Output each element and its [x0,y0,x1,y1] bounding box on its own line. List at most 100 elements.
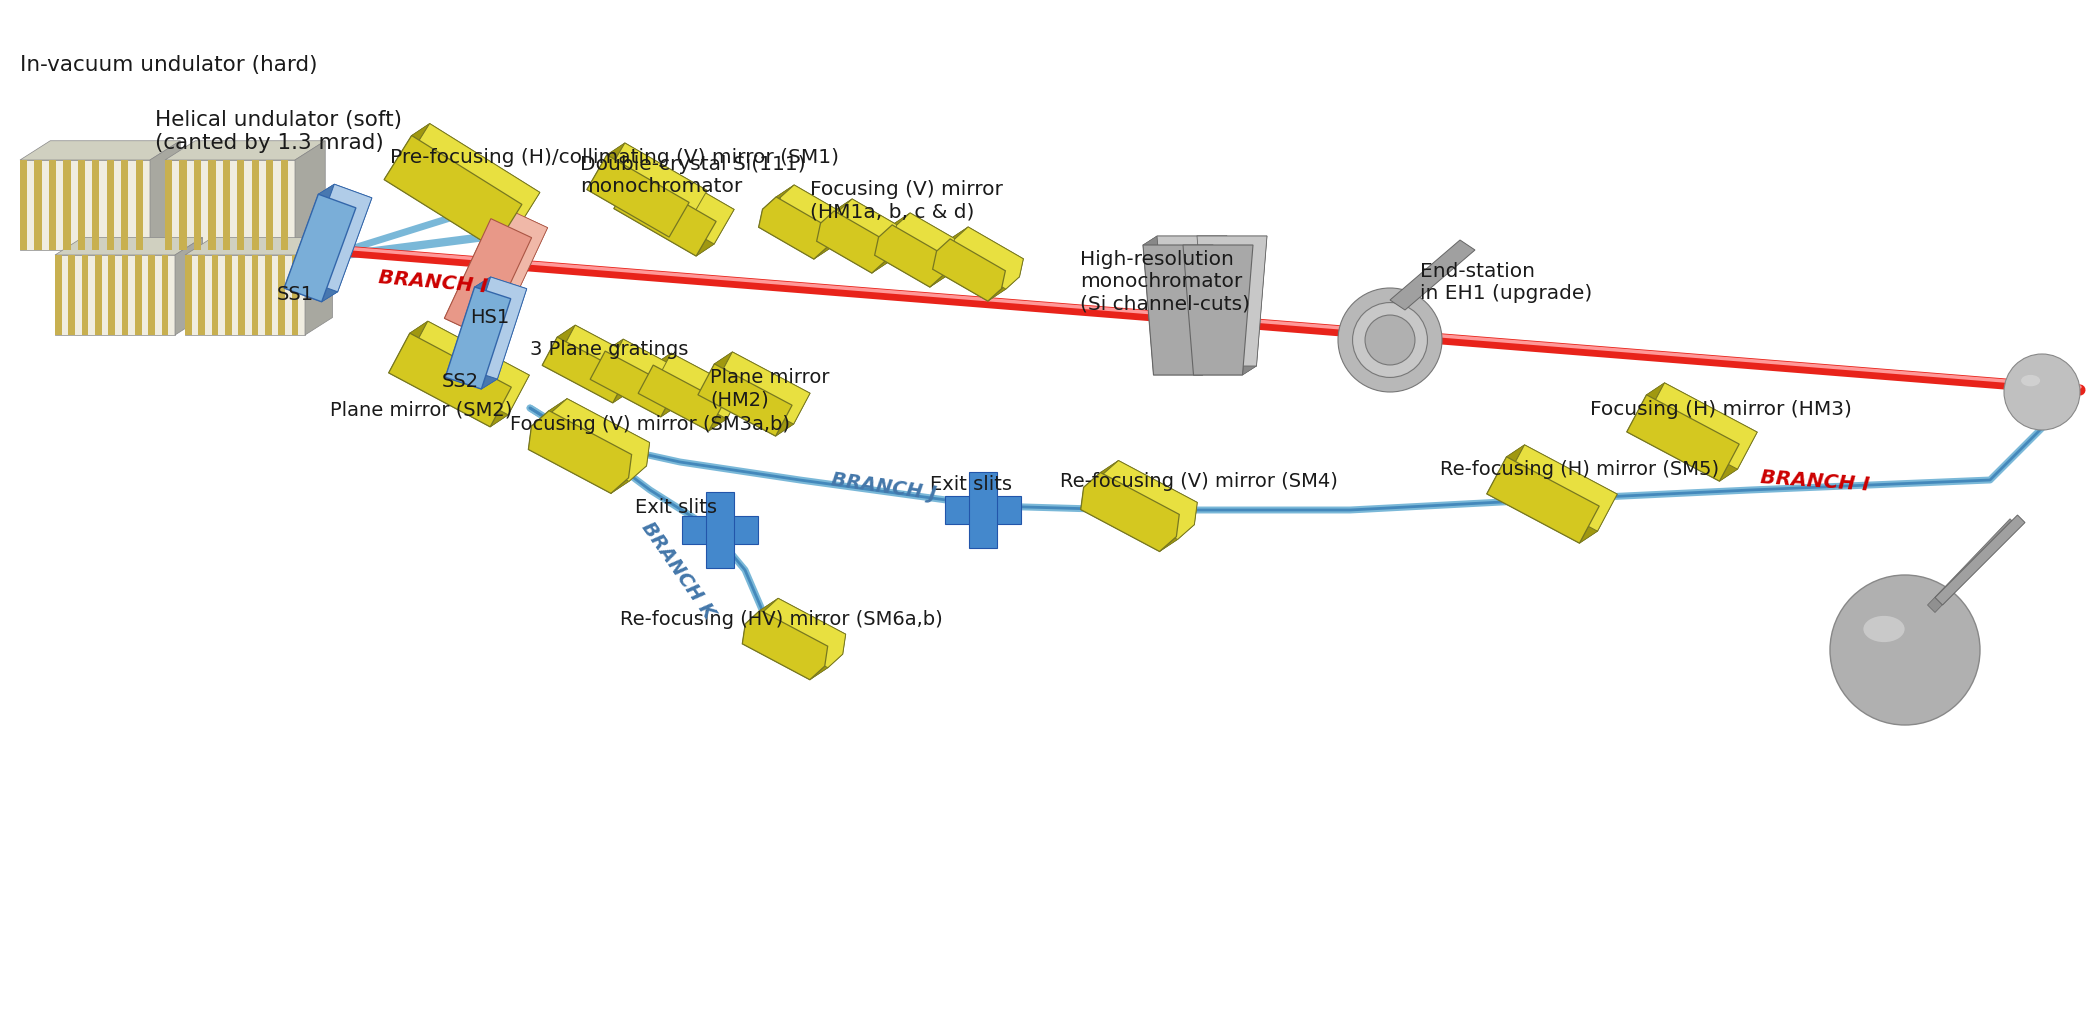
Polygon shape [162,255,168,335]
Text: BRANCH I: BRANCH I [378,268,489,296]
Polygon shape [1157,236,1226,366]
Text: Plane mirror (SM2): Plane mirror (SM2) [330,400,512,419]
Polygon shape [1193,366,1256,375]
Polygon shape [937,227,968,251]
Polygon shape [611,466,647,493]
Circle shape [1352,303,1428,378]
Polygon shape [746,598,779,624]
Polygon shape [185,255,304,335]
Polygon shape [279,255,286,335]
Polygon shape [284,278,338,301]
Polygon shape [63,159,71,250]
Text: BRANCH I: BRANCH I [1760,468,1871,495]
Polygon shape [932,239,1006,301]
Polygon shape [384,168,512,248]
Polygon shape [951,227,1023,289]
Polygon shape [1928,519,2018,612]
Polygon shape [55,238,202,255]
Polygon shape [185,238,332,255]
Polygon shape [821,199,853,223]
Polygon shape [760,598,846,668]
Polygon shape [494,192,540,248]
Polygon shape [586,155,689,237]
Polygon shape [945,496,1021,525]
Polygon shape [122,159,128,250]
Polygon shape [638,365,724,431]
Circle shape [1338,288,1443,392]
Polygon shape [542,338,628,403]
Polygon shape [388,333,510,427]
Polygon shape [1197,236,1266,366]
Polygon shape [1628,420,1737,482]
Polygon shape [609,340,693,404]
Polygon shape [930,262,962,287]
Polygon shape [321,198,372,301]
Polygon shape [134,255,141,335]
Polygon shape [874,225,897,255]
Polygon shape [874,243,947,287]
Polygon shape [655,353,741,419]
Polygon shape [265,255,271,335]
Polygon shape [590,340,624,380]
Polygon shape [638,353,672,393]
Polygon shape [710,391,741,431]
Polygon shape [811,654,842,680]
Polygon shape [1002,258,1023,289]
Polygon shape [281,159,288,250]
Polygon shape [741,612,762,644]
Polygon shape [384,136,523,248]
Polygon shape [817,211,838,241]
Polygon shape [208,159,216,250]
Polygon shape [107,159,113,250]
Polygon shape [136,159,143,250]
Polygon shape [94,255,101,335]
Polygon shape [92,159,99,250]
Polygon shape [460,209,548,327]
Polygon shape [775,393,811,436]
Polygon shape [777,185,848,228]
Polygon shape [758,197,832,259]
Polygon shape [628,442,649,477]
Polygon shape [237,159,244,250]
Polygon shape [445,309,502,338]
Text: Focusing (V) mirror
(HM1a, b, c & d): Focusing (V) mirror (HM1a, b, c & d) [811,180,1004,221]
Polygon shape [697,383,794,436]
Polygon shape [292,255,298,335]
Polygon shape [741,610,827,680]
Polygon shape [445,218,531,338]
Polygon shape [834,199,907,261]
Polygon shape [834,199,907,243]
Polygon shape [1182,245,1254,375]
Polygon shape [586,143,626,189]
Polygon shape [1579,494,1617,543]
Polygon shape [1487,482,1598,543]
Polygon shape [166,159,172,250]
Text: Exit slits: Exit slits [930,475,1012,494]
Polygon shape [653,353,741,402]
Polygon shape [237,255,246,335]
Polygon shape [1506,445,1617,506]
Polygon shape [758,215,832,259]
Text: BRANCH J: BRANCH J [830,470,937,503]
Polygon shape [542,325,575,365]
Polygon shape [1628,383,1665,432]
Polygon shape [55,255,61,335]
Polygon shape [1182,236,1266,245]
Polygon shape [445,209,506,318]
Polygon shape [605,143,708,225]
Text: BRANCH K: BRANCH K [638,518,718,623]
Polygon shape [1203,236,1226,375]
Polygon shape [319,184,372,208]
Text: Plane mirror
(HM2): Plane mirror (HM2) [710,368,830,409]
Polygon shape [632,162,735,244]
Circle shape [1365,315,1415,365]
Polygon shape [590,367,678,417]
Polygon shape [987,277,1018,301]
Polygon shape [1506,445,1617,531]
Polygon shape [407,321,529,415]
Text: Pre-focusing (H)/collimating (V) mirror (SM1): Pre-focusing (H)/collimating (V) mirror … [391,148,840,167]
Polygon shape [1082,475,1102,509]
Polygon shape [1182,236,1208,375]
Polygon shape [607,143,708,203]
Polygon shape [638,382,727,431]
